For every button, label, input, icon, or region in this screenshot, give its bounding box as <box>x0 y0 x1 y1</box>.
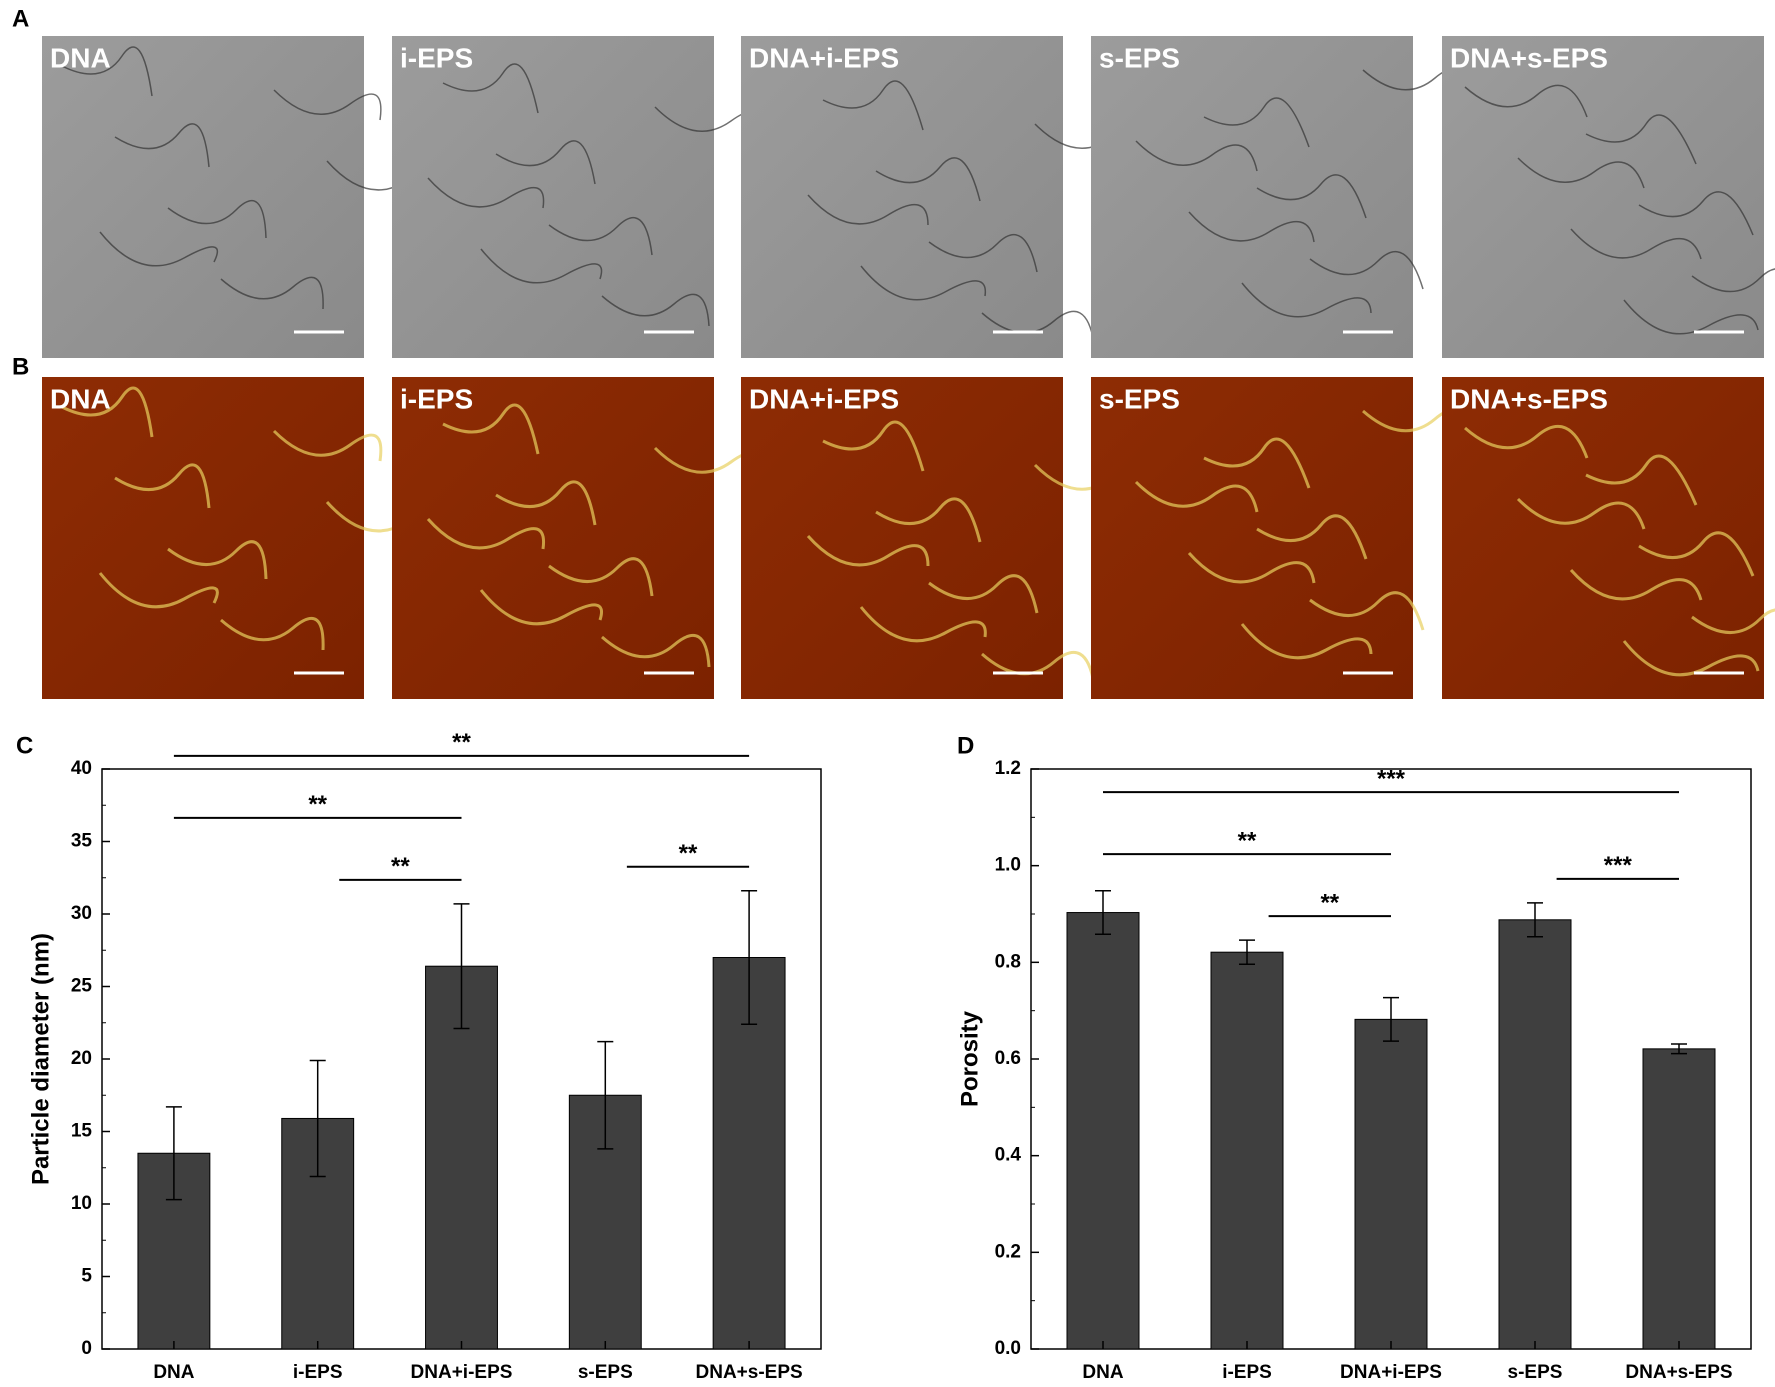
error-bar <box>309 1059 326 1178</box>
y-tick-label: 0.6 <box>995 1048 1021 1069</box>
error-bar <box>165 1106 182 1201</box>
error-bar <box>1671 1043 1687 1055</box>
significance-label: ** <box>679 840 698 867</box>
y-axis-label: Porosity <box>956 1010 983 1107</box>
bar <box>1210 951 1284 1350</box>
structure <box>1464 84 1775 335</box>
structure <box>61 46 440 310</box>
y-tick-label: 30 <box>71 903 92 924</box>
micrograph <box>741 36 1063 358</box>
panel-label: B <box>12 353 29 380</box>
bar <box>425 965 498 1350</box>
y-tick-label: 0.0 <box>995 1338 1021 1359</box>
micrograph <box>1091 377 1413 699</box>
error-bar <box>1095 890 1111 936</box>
error-bar <box>453 903 470 1030</box>
structure <box>61 386 441 651</box>
x-tick-label: i-EPS <box>1222 1362 1272 1383</box>
x-tick-label: DNA+i-EPS <box>1340 1362 1442 1383</box>
y-tick-label: 15 <box>71 1121 93 1142</box>
y-tick-label: 0 <box>81 1338 92 1359</box>
y-tick-label: 20 <box>71 1048 92 1069</box>
image-label: s-EPS <box>1099 42 1180 73</box>
x-tick-label: s-EPS <box>1508 1362 1563 1383</box>
image-label: DNA <box>50 42 111 73</box>
y-axis-label: Particle diameter (nm) <box>27 933 54 1185</box>
micrograph <box>1442 377 1764 699</box>
error-bar <box>1527 902 1543 938</box>
structure <box>427 63 767 327</box>
image-label: DNA <box>50 383 111 414</box>
image-label: i-EPS <box>400 42 473 73</box>
y-tick-label: 0.2 <box>995 1241 1021 1262</box>
significance-label: *** <box>1377 765 1406 792</box>
significance-label: ** <box>1320 889 1339 916</box>
micrograph <box>392 377 714 699</box>
bar <box>1066 912 1140 1350</box>
significance-label: *** <box>1604 852 1633 879</box>
micrograph <box>1442 36 1764 358</box>
x-tick-label: i-EPS <box>293 1362 343 1383</box>
significance-label: ** <box>308 791 327 818</box>
panel-label: D <box>957 732 974 759</box>
image-label: DNA+s-EPS <box>1450 383 1608 414</box>
bar <box>1354 1018 1428 1350</box>
structure <box>1464 424 1775 677</box>
y-tick-label: 25 <box>71 976 93 997</box>
image-label: i-EPS <box>400 383 473 414</box>
x-tick-label: s-EPS <box>578 1362 633 1383</box>
error-bar <box>1239 939 1255 966</box>
y-tick-label: 10 <box>71 1193 92 1214</box>
significance-label: ** <box>1238 827 1257 854</box>
bar <box>1498 919 1572 1350</box>
image-label: DNA+i-EPS <box>749 42 899 73</box>
x-tick-label: DNA <box>1082 1362 1123 1383</box>
bar <box>1642 1048 1716 1350</box>
y-tick-label: 40 <box>71 758 92 779</box>
panel-label: A <box>12 5 29 32</box>
x-tick-label: DNA+i-EPS <box>411 1362 513 1383</box>
x-tick-label: DNA <box>153 1362 194 1383</box>
y-tick-label: 1.0 <box>995 855 1021 876</box>
y-tick-label: 0.4 <box>995 1145 1022 1166</box>
structure <box>426 403 768 668</box>
micrograph <box>392 36 714 358</box>
y-tick-label: 1.2 <box>995 758 1021 779</box>
micrograph <box>42 377 364 699</box>
significance-label: ** <box>391 853 410 880</box>
image-label: s-EPS <box>1099 383 1180 414</box>
x-tick-label: DNA+s-EPS <box>696 1362 803 1383</box>
panel-label: C <box>16 732 33 759</box>
image-label: DNA+i-EPS <box>749 383 899 414</box>
y-tick-label: 5 <box>81 1266 92 1287</box>
significance-label: ** <box>452 729 471 756</box>
error-bar <box>597 1040 614 1150</box>
micrograph <box>42 36 364 358</box>
micrograph <box>741 377 1063 699</box>
structure <box>1135 67 1481 318</box>
image-label: DNA+s-EPS <box>1450 42 1608 73</box>
y-tick-label: 35 <box>71 831 93 852</box>
micrograph <box>1091 36 1413 358</box>
x-tick-label: DNA+s-EPS <box>1625 1362 1732 1383</box>
structure <box>1134 407 1482 660</box>
error-bar <box>1383 996 1399 1042</box>
y-tick-label: 0.8 <box>995 951 1021 972</box>
error-bar <box>741 890 758 1025</box>
